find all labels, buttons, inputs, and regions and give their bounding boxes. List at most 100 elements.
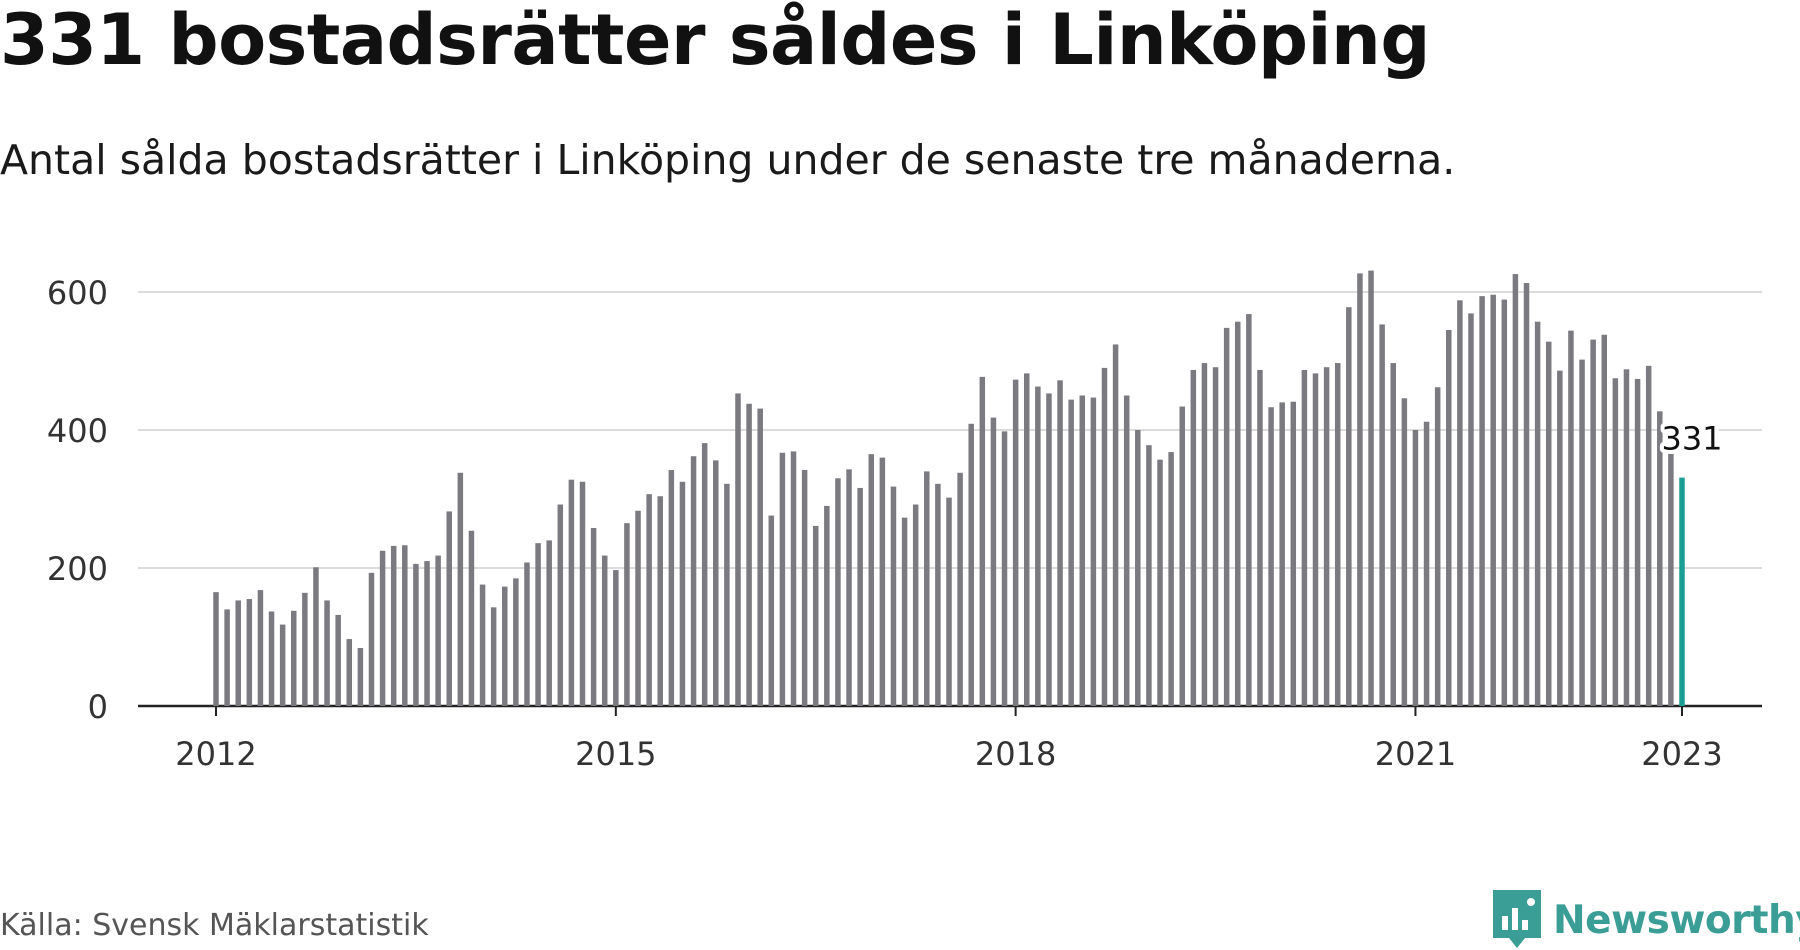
bar: [990, 417, 997, 706]
bar: [857, 487, 863, 706]
bar: [224, 609, 230, 706]
bar: [1645, 365, 1652, 706]
bar: [1212, 367, 1219, 706]
chart-title: 331 bostadsrätter såldes i Linköping: [0, 0, 1431, 81]
bar: [1434, 387, 1441, 706]
bar: [1046, 393, 1052, 706]
bar: [1623, 369, 1630, 706]
x-tick-label: 2012: [175, 735, 256, 773]
bar: [912, 504, 919, 706]
y-axis-labels: 0 200 400 600: [47, 274, 108, 726]
bar: [601, 555, 608, 706]
bar: [1468, 313, 1474, 706]
bar: [1068, 399, 1074, 706]
bar: [768, 515, 775, 706]
newsworthy-logo-icon: [1493, 890, 1541, 948]
x-tick-label: 2021: [1375, 735, 1456, 773]
bar: [346, 639, 353, 706]
bar: [213, 592, 219, 706]
bar: [1079, 395, 1086, 706]
bar: [1379, 324, 1385, 706]
bar: [1523, 283, 1530, 706]
bar: [1123, 395, 1130, 706]
bar: [1223, 327, 1230, 706]
bar: [1190, 369, 1197, 706]
bar: [1135, 430, 1141, 706]
bar: [779, 452, 786, 706]
bar: [502, 586, 508, 706]
bar: [335, 614, 341, 706]
bar: [835, 478, 841, 706]
y-tick-label: 400: [47, 412, 108, 450]
bar: [1323, 367, 1330, 706]
bar: [524, 562, 530, 706]
bar: [1668, 450, 1674, 706]
bar: [1446, 329, 1452, 706]
bar: [1012, 379, 1019, 706]
x-tick-label: 2023: [1641, 735, 1722, 773]
bar: [368, 572, 375, 706]
bar: [679, 481, 686, 706]
bar: [1590, 339, 1596, 706]
bar: [724, 483, 730, 706]
brand-name: Newsworthy: [1553, 897, 1800, 943]
bar: [1035, 386, 1041, 706]
bar: [1357, 273, 1363, 706]
bar-chart: 2012 2015 2018 2021 2023 0 200 400 600 331: [47, 270, 1762, 773]
bar: [590, 527, 597, 706]
bar: [1179, 406, 1185, 706]
bar: [1501, 299, 1508, 706]
bar: [1423, 421, 1430, 706]
y-tick-label: 200: [47, 550, 108, 588]
bar: [1312, 373, 1319, 706]
bar: [1568, 330, 1574, 706]
bar: [946, 497, 952, 706]
highlight-bar: [1679, 477, 1685, 706]
bar: [513, 578, 519, 706]
bar: [579, 481, 586, 706]
bar: [1168, 452, 1174, 706]
bar: [479, 584, 486, 706]
bar: [1346, 307, 1352, 706]
bar: [279, 624, 286, 706]
bar: [1023, 373, 1030, 706]
x-axis-ticks: 2012 2015 2018 2021 2023: [175, 706, 1723, 773]
bar: [1401, 398, 1408, 706]
bar: [424, 561, 430, 706]
bar: [1634, 378, 1641, 706]
chart-subtitle: Antal sålda bostadsrätter i Linköping un…: [0, 136, 1456, 184]
bar: [1112, 344, 1119, 706]
bar: [968, 423, 974, 706]
bar: [1257, 369, 1263, 706]
bar: [357, 648, 364, 706]
bar: [868, 454, 875, 706]
bar: [390, 545, 397, 706]
bar: [546, 540, 552, 706]
bar: [668, 470, 675, 706]
bar: [1201, 363, 1208, 706]
annotation: 331: [1657, 416, 1726, 462]
bar: [413, 563, 419, 706]
bar: [701, 443, 708, 706]
bar: [324, 600, 330, 706]
bar: [1157, 459, 1163, 706]
bar: [790, 451, 797, 706]
bar: [1601, 334, 1608, 706]
bars: [213, 270, 1685, 706]
bar: [468, 530, 475, 706]
bar: [924, 471, 930, 706]
bar: [1479, 296, 1485, 706]
bar: [457, 472, 464, 706]
bar: [1557, 370, 1563, 706]
bar: [379, 550, 386, 706]
bar: [1001, 431, 1008, 706]
bar: [1057, 380, 1063, 706]
bar: [290, 610, 297, 706]
bar: [302, 592, 308, 706]
bar: [1334, 363, 1341, 706]
bar: [1579, 359, 1585, 706]
bar: [1657, 411, 1663, 706]
bar: [657, 496, 663, 706]
bar: [879, 457, 886, 706]
bar: [268, 611, 275, 706]
